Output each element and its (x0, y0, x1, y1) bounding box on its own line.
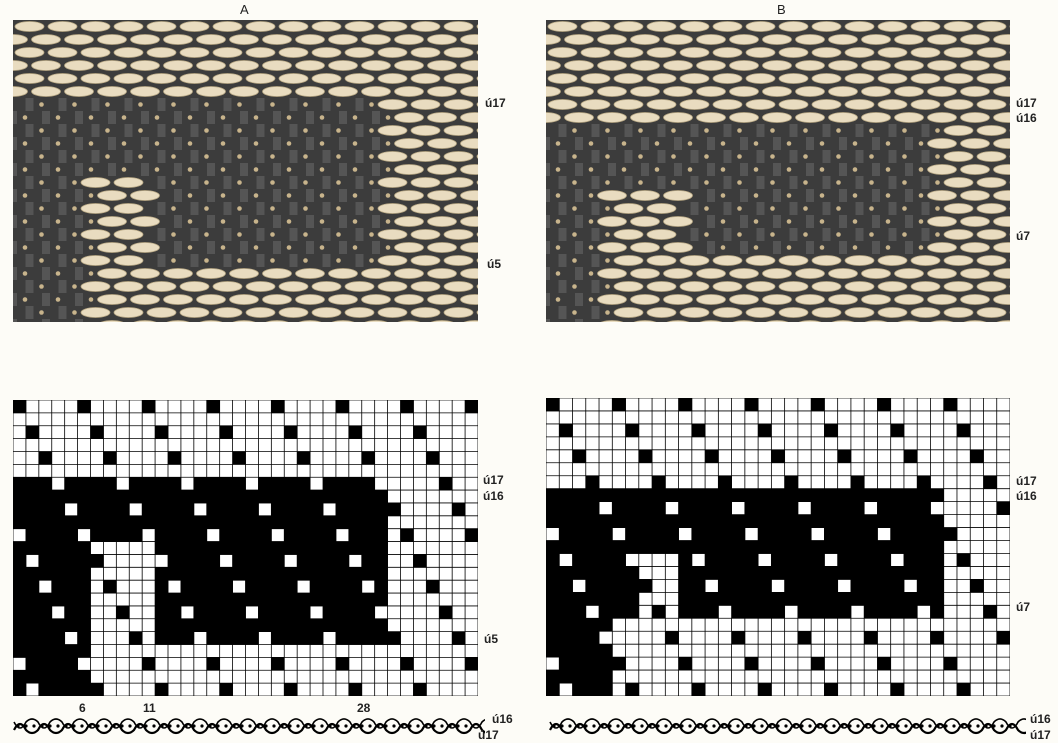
panel-letter-b: B (777, 2, 786, 17)
column-number-6: 6 (79, 701, 86, 715)
weave-photo-b (546, 20, 1010, 322)
grid-a-label-u5: ú5 (484, 632, 499, 646)
grid-a-label-u17: ú17 (483, 473, 504, 487)
photo-b-label-u16: ú16 (1016, 111, 1037, 125)
photo-a-label-u17: ú17 (485, 96, 506, 110)
grid-b-label-u16: ú16 (1016, 489, 1037, 503)
panel-letter-a: A (240, 2, 249, 17)
photo-a-label-u5: ú5 (487, 257, 502, 271)
photo-b-label-u17: ú17 (1016, 96, 1037, 110)
photo-b-label-u7: ú7 (1016, 229, 1031, 243)
draft-grid-a (13, 400, 478, 696)
cross-b-label-u17: ú17 (1030, 728, 1051, 742)
grid-a-label-u16: ú16 (483, 489, 504, 503)
column-number-28: 28 (357, 701, 371, 715)
column-number-11: 11 (143, 701, 156, 715)
grid-b-label-u17: ú17 (1016, 474, 1037, 488)
cross-section-b (546, 712, 1026, 742)
cross-b-label-u16: ú16 (1030, 712, 1051, 726)
cross-a-label-u16: ú16 (492, 712, 513, 726)
cross-a-label-u17: ú17 (478, 728, 499, 742)
grid-b-label-u7: ú7 (1016, 600, 1031, 614)
draft-grid-b (546, 398, 1010, 696)
cross-section-a (10, 712, 485, 742)
weave-photo-a (13, 20, 478, 322)
